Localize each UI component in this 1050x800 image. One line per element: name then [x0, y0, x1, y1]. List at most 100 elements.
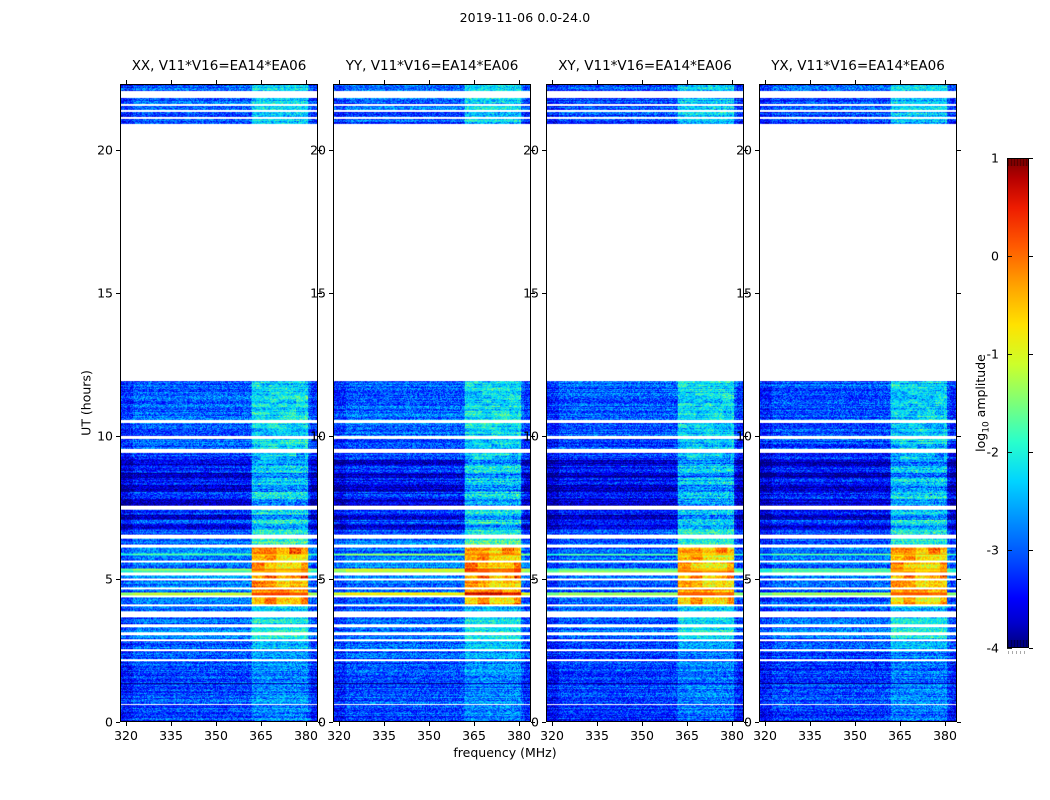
y-tick-mark-right: [531, 292, 535, 294]
x-tick-mark-top: [126, 80, 127, 84]
x-tick-mark: [642, 722, 643, 726]
x-tick-mark: [216, 722, 217, 726]
x-tick-mark-top: [642, 80, 643, 84]
colorbar-tick-mark: [1029, 648, 1033, 649]
y-axis-label: UT (hours): [78, 370, 94, 436]
colorbar-tick-mark-inner: [1007, 452, 1012, 453]
y-tick-label: 15: [523, 285, 539, 301]
y-tick-mark: [116, 292, 120, 294]
y-tick-mark: [542, 435, 546, 437]
x-tick-mark-top: [429, 80, 430, 84]
x-tick-label: 335: [372, 728, 396, 743]
y-tick-mark-right: [318, 722, 322, 723]
panel-xy[interactable]: XY, V11*V16=EA14*EA06 0 5 10 15 20 320 335 350 36…: [523, 58, 748, 743]
y-tick-label: 20: [97, 142, 113, 158]
y-tick-mark-right: [744, 722, 748, 723]
panel-xy-title: XY, V11*V16=EA14*EA06: [558, 58, 732, 74]
x-tick-label: 380: [507, 728, 531, 743]
x-tick-mark-top: [687, 80, 688, 84]
y-tick-mark-right: [744, 149, 748, 151]
x-tick-mark: [339, 722, 340, 726]
y-tick-mark-right: [744, 435, 748, 437]
y-tick-mark: [542, 722, 546, 723]
x-tick-mark: [552, 722, 553, 726]
x-tick-label: 365: [249, 728, 273, 743]
x-tick-mark: [810, 722, 811, 726]
y-tick-mark: [755, 435, 759, 437]
colorbar-under-marker: [1008, 651, 1028, 654]
x-tick-mark-top: [474, 80, 475, 84]
x-tick-mark-top: [945, 80, 946, 84]
colorbar-tick-label: -1: [986, 346, 999, 362]
panel-yy-title: YY, V11*V16=EA14*EA06: [345, 58, 519, 74]
x-tick-label: 380: [720, 728, 744, 743]
x-tick-label: 350: [204, 728, 228, 743]
y-tick-mark: [329, 435, 333, 437]
x-tick-mark-top: [171, 80, 172, 84]
x-tick-mark: [900, 722, 901, 726]
y-tick-label: 15: [310, 285, 326, 301]
y-tick-mark: [116, 435, 120, 437]
x-tick-mark: [384, 722, 385, 726]
y-tick-mark: [329, 578, 333, 580]
x-tick-mark: [474, 722, 475, 726]
y-tick-mark-right: [318, 292, 322, 294]
panel-yx-waterfall-image: [760, 85, 956, 721]
x-tick-label: 335: [159, 728, 183, 743]
y-tick-mark-right: [531, 722, 535, 723]
colorbar-tick-mark-inner: [1007, 354, 1012, 355]
panel-xx-axes: [120, 84, 318, 722]
y-tick-label: 15: [97, 285, 113, 301]
x-tick-label: 320: [114, 728, 138, 743]
panel-xy-waterfall-image: [547, 85, 743, 721]
panel-yx-axes: [759, 84, 957, 722]
y-tick-label: 20: [523, 142, 539, 158]
x-tick-mark: [765, 722, 766, 726]
x-tick-mark-top: [306, 80, 307, 84]
y-tick-label: 5: [531, 571, 539, 587]
y-tick-label: 5: [318, 571, 326, 587]
colorbar-tick-label: 1: [991, 150, 999, 166]
colorbar-tick-mark: [1029, 256, 1033, 257]
x-tick-mark-top: [519, 80, 520, 84]
panel-yy-waterfall-image: [334, 85, 530, 721]
y-tick-mark-right: [957, 578, 961, 580]
panel-yy[interactable]: YY, V11*V16=EA14*EA06 0 5 10 15 20 320 335 350 36…: [310, 58, 535, 743]
panel-yx-title: YX, V11*V16=EA14*EA06: [771, 58, 945, 74]
panel-xx[interactable]: XX, V11*V16=EA14*EA06 0 5 10 15 20 320 335 350 36…: [97, 58, 322, 743]
x-tick-label: 350: [843, 728, 867, 743]
y-tick-mark-right: [318, 149, 322, 151]
y-tick-label: 0: [105, 714, 113, 730]
y-tick-mark: [116, 722, 120, 723]
x-tick-label: 365: [888, 728, 912, 743]
colorbar-label: log10 amplitude: [973, 354, 992, 452]
x-tick-mark: [855, 722, 856, 726]
x-tick-mark: [732, 722, 733, 726]
x-tick-label: 320: [753, 728, 777, 743]
y-tick-label: 0: [531, 714, 539, 730]
y-tick-label: 5: [744, 571, 752, 587]
y-tick-mark: [755, 292, 759, 294]
y-tick-label: 10: [736, 428, 752, 444]
colorbar-tick-mark: [1029, 452, 1033, 453]
colorbar-tick-mark: [1029, 158, 1033, 159]
x-tick-label: 380: [933, 728, 957, 743]
colorbar-tick-mark-inner: [1007, 256, 1012, 257]
colorbar-tick-label: -3: [986, 542, 999, 558]
y-tick-mark-right: [957, 292, 961, 294]
x-tick-label: 350: [417, 728, 441, 743]
colorbar[interactable]: 1 0 -1 -2 -3 -4: [987, 151, 1033, 656]
colorbar-tick-label: -2: [986, 444, 999, 460]
y-tick-mark: [116, 578, 120, 580]
panel-yx[interactable]: YX, V11*V16=EA14*EA06 0 5 10 15 20 320 335 350 36…: [736, 58, 961, 743]
y-tick-mark-right: [531, 578, 535, 580]
y-tick-mark: [542, 292, 546, 294]
x-tick-label: 320: [540, 728, 564, 743]
x-tick-mark: [261, 722, 262, 726]
x-tick-mark-top: [900, 80, 901, 84]
panel-xx-title: XX, V11*V16=EA14*EA06: [131, 58, 307, 74]
y-tick-mark: [755, 578, 759, 580]
y-tick-mark-right: [957, 149, 961, 151]
x-tick-mark: [597, 722, 598, 726]
y-tick-label: 10: [97, 428, 113, 444]
